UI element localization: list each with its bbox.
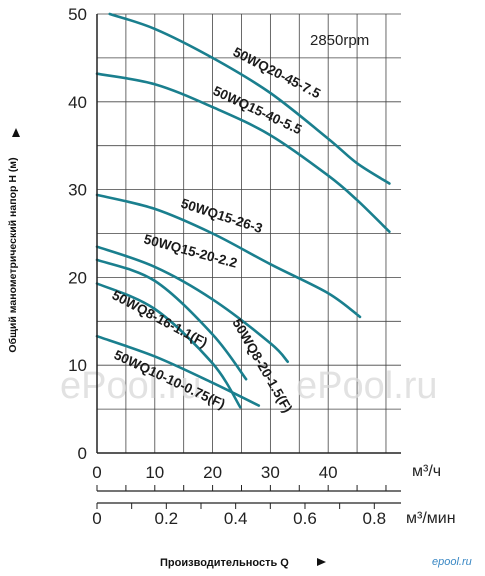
curve-50WQ8-20-1.5(F): [95, 258, 248, 381]
x-tick-label: 10: [145, 463, 164, 482]
x2-tick-label: 0.8: [362, 509, 386, 528]
y-axis-title: Общий манометрический напор H (м): [7, 128, 20, 353]
watermark-right: ePool.ru: [296, 365, 438, 407]
x-axis-q2: 0 0.2 0.4 0.6 0.8: [92, 502, 401, 528]
curve-label-50WQ15-26-3: 50WQ15-26-3: [179, 196, 265, 237]
curve-label-50WQ15-20-2.2: 50WQ15-20-2.2: [142, 231, 239, 270]
curve-50WQ15-26-3: [95, 193, 362, 319]
y-tick-label: 0: [78, 444, 87, 463]
site-logo: epool.ru: [432, 556, 472, 568]
x-axis-title: Производительность Q: [160, 557, 326, 569]
curve-50WQ8-16-1.1(F): [95, 282, 242, 409]
curve-50WQ15-40-5.5: [95, 72, 391, 233]
rpm-annotation: 2850rpm: [310, 32, 369, 49]
x-axis-label: Производительность Q: [160, 557, 289, 569]
curve-labels: 50WQ20-45-7.550WQ15-40-5.550WQ15-26-350W…: [110, 44, 324, 415]
curve-50WQ20-45-7.5: [108, 12, 391, 185]
curves: [95, 12, 391, 409]
watermarks: ePool.ru ePool.ru: [60, 365, 438, 407]
x-tick-label: 20: [203, 463, 222, 482]
x2-tick-label: 0.4: [224, 509, 248, 528]
x-axis-arrow-icon: [317, 558, 326, 566]
curve-50WQ10-10-0.75(F): [95, 334, 261, 407]
curve-label-50WQ8-16-1.1(F): 50WQ8-16-1.1(F): [110, 287, 210, 350]
curve-50WQ15-20-2.2: [95, 245, 289, 363]
y-tick-label: 20: [68, 268, 87, 287]
x2-units-label: м³/мин: [406, 510, 456, 527]
y-axis-label: Общий манометрический напор H (м): [7, 157, 19, 352]
y-tick-label: 40: [68, 93, 87, 112]
x-axis-q: 0 10 20 30 40: [92, 463, 401, 492]
y-axis-arrow-icon: [12, 128, 20, 137]
x2-tick-label: 0: [92, 509, 101, 528]
x2-tick-label: 0.6: [293, 509, 317, 528]
y-ticks: 0 10 20 30 40 50: [68, 5, 87, 463]
plot-frame: [96, 14, 401, 454]
x-tick-label: 30: [261, 463, 280, 482]
y-tick-label: 30: [68, 181, 87, 200]
y-tick-label: 10: [68, 356, 87, 375]
curve-label-50WQ20-45-7.5: 50WQ20-45-7.5: [231, 44, 324, 101]
watermark-left: ePool.ru: [60, 365, 202, 407]
y-tick-label: 50: [68, 5, 87, 24]
x-units-label: м³/ч: [412, 463, 441, 480]
x2-tick-label: 0.2: [155, 509, 179, 528]
x-tick-label: 40: [319, 463, 338, 482]
x-tick-label: 0: [92, 463, 101, 482]
